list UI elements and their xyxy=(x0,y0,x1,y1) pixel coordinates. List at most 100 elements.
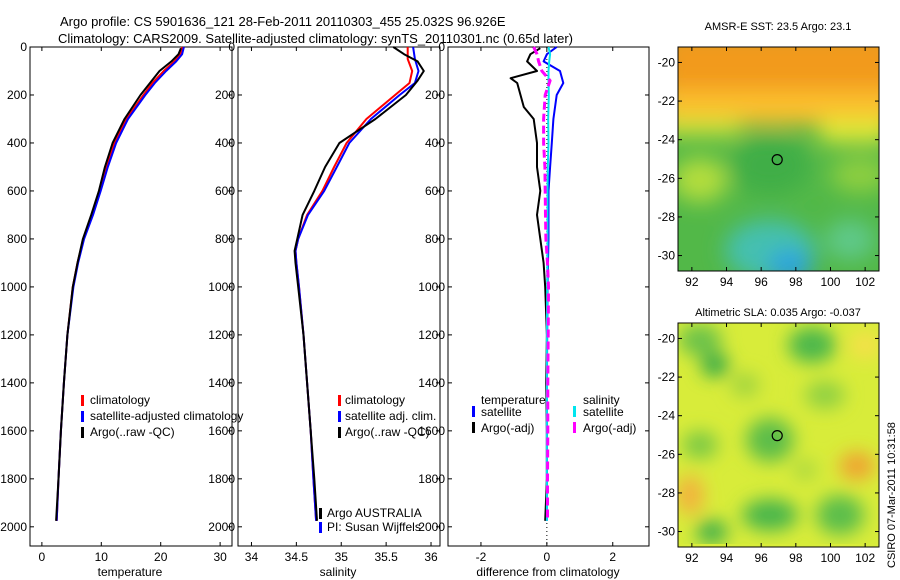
y-tick-label: 800 xyxy=(7,232,27,246)
temperature-xlabel: temperature xyxy=(98,565,163,579)
y-tick-label: 400 xyxy=(7,136,27,150)
x-tick-label: 102 xyxy=(855,275,875,289)
x-tick-label: 34.5 xyxy=(285,550,309,564)
y-tick-label: 1800 xyxy=(418,472,445,486)
y-tick-label: 1000 xyxy=(418,280,445,294)
legend-swatch-cyan xyxy=(573,406,576,417)
y-tick-label: 1200 xyxy=(208,328,235,342)
y-tick-label: 200 xyxy=(7,88,27,102)
legend-temperature-header: temperature xyxy=(481,393,546,407)
sla-map-frame xyxy=(677,322,880,548)
salinity-axes-frame xyxy=(237,46,441,547)
legend-swatch-blue xyxy=(338,411,341,422)
salinity-legend: climatology satellite adj. clim. Argo(..… xyxy=(319,393,436,534)
legend-swatch-black xyxy=(472,422,475,433)
x-tick-label: 94 xyxy=(720,275,734,289)
x-tick-label: 35.5 xyxy=(374,550,398,564)
legend-swatch-blue xyxy=(472,406,475,417)
legend-swatch-blue xyxy=(81,411,84,422)
y-tick-label: 1600 xyxy=(208,424,235,438)
header-line2: Climatology: CARS2009. Satellite-adjuste… xyxy=(58,31,573,46)
y-tick-label: 200 xyxy=(215,88,235,102)
temperature-legend: climatology satellite-adjusted climatolo… xyxy=(81,393,243,439)
y-tick-label: 1800 xyxy=(208,472,235,486)
legend-climatology: climatology xyxy=(345,393,405,407)
y-tick-label: 1000 xyxy=(0,280,27,294)
y-tick-label: -24 xyxy=(658,133,676,147)
legend-swatch-red xyxy=(338,395,341,406)
y-tick-label: 600 xyxy=(7,184,27,198)
sla-map-field xyxy=(678,323,879,547)
y-tick-label: -22 xyxy=(658,370,676,384)
salinity-xlabel: salinity xyxy=(320,565,357,579)
temperature-axes-frame xyxy=(29,46,233,547)
annotation-argo-australia: Argo AUSTRALIA xyxy=(327,506,422,520)
annotation-swatch xyxy=(319,508,322,519)
legend-satellite-adj: satellite adj. clim. xyxy=(345,409,436,423)
y-tick-label: 1400 xyxy=(418,376,445,390)
y-tick-label: 1000 xyxy=(208,280,235,294)
y-tick-label: -22 xyxy=(658,94,676,108)
y-tick-label: 0 xyxy=(438,40,445,54)
legend-swatch-red xyxy=(81,395,84,406)
y-tick-label: -26 xyxy=(658,171,676,185)
y-tick-label: 200 xyxy=(425,88,445,102)
legend-swatch-black xyxy=(81,427,84,438)
y-tick-label: 1600 xyxy=(0,424,27,438)
y-tick-label: 800 xyxy=(425,232,445,246)
series-line-satellite-adjusted-climatology xyxy=(55,46,185,521)
x-tick-label: 94 xyxy=(720,551,734,565)
y-tick-label: -20 xyxy=(658,331,676,345)
legend-swatch-magenta xyxy=(573,422,576,433)
legend-temp-argo: Argo(-adj) xyxy=(481,421,534,435)
sst-map-frame xyxy=(677,46,880,272)
x-tick-label: 92 xyxy=(685,275,699,289)
x-tick-label: 2 xyxy=(609,550,616,564)
legend-swatch-black xyxy=(338,427,341,438)
y-tick-label: -24 xyxy=(658,409,676,423)
x-tick-label: 100 xyxy=(820,275,840,289)
legend-salinity-header: salinity xyxy=(583,393,620,407)
x-tick-label: 34 xyxy=(245,550,259,564)
x-tick-label: 98 xyxy=(789,551,803,565)
y-tick-label: 600 xyxy=(215,184,235,198)
legend-argo: Argo(..raw -QC) xyxy=(90,425,175,439)
x-tick-label: 36 xyxy=(424,550,438,564)
y-tick-label: -28 xyxy=(658,486,676,500)
y-tick-label: 1400 xyxy=(0,376,27,390)
legend-satellite-adjusted: satellite-adjusted climatology xyxy=(90,409,243,423)
y-tick-label: 1200 xyxy=(0,328,27,342)
x-tick-label: -2 xyxy=(476,550,487,564)
legend-sal-argo: Argo(-adj) xyxy=(583,421,636,435)
argo-location-marker xyxy=(771,154,783,166)
x-tick-label: 20 xyxy=(154,550,168,564)
series-line-satellite-adj-clim xyxy=(294,46,420,521)
y-tick-label: 1400 xyxy=(208,376,235,390)
y-tick-label: 2000 xyxy=(418,520,445,534)
y-tick-label: 800 xyxy=(215,232,235,246)
legend-argo: Argo(..raw -QC) xyxy=(345,425,430,439)
difference-legend: temperature satellite Argo(-adj) salinit… xyxy=(472,393,636,435)
annotation-pi: PI: Susan Wijffels xyxy=(327,520,421,534)
series-line-salinity-argo-adj xyxy=(532,46,552,521)
series-line-temperature-argo-adj xyxy=(509,47,548,521)
salinity-axes: 0 200 400 600 800 1000 1200 1400 1600 1800 2000 34 3… xyxy=(208,40,440,564)
x-tick-label: 96 xyxy=(754,275,768,289)
x-tick-label: 100 xyxy=(820,551,840,565)
y-tick-label: -20 xyxy=(658,55,676,69)
difference-axes: 0 200 400 600 800 1000 1200 1400 1600 1800 2000 -2 0… xyxy=(418,40,649,564)
x-tick-label: 98 xyxy=(789,275,803,289)
x-tick-label: 102 xyxy=(855,551,875,565)
y-tick-label: 0 xyxy=(20,40,27,54)
x-tick-label: 10 xyxy=(95,550,109,564)
y-tick-label: 2000 xyxy=(0,520,27,534)
x-tick-label: 0 xyxy=(39,550,46,564)
footer-stamp: CSIRO 07-Mar-2011 10:31:58 xyxy=(886,422,898,568)
y-tick-label: -30 xyxy=(658,249,676,263)
legend-temp-satellite: satellite xyxy=(481,405,522,419)
legend-sal-satellite: satellite xyxy=(583,405,624,419)
sla-map-axes: 92 94 96 98 100 102 -20 -22 -24 -26 -28 -30 xyxy=(658,323,879,565)
x-tick-label: 92 xyxy=(685,551,699,565)
argo-location-marker xyxy=(771,430,783,442)
